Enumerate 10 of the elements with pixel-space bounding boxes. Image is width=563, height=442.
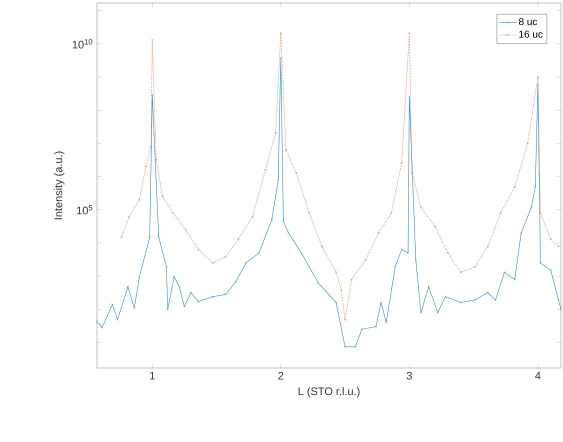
x-tick-label: 4 (535, 372, 541, 380)
x-tick-label: 3 (406, 372, 412, 380)
x-axis-title: L (STO r.l.u.) (298, 387, 360, 398)
y-tick-label: 10$^{10}$ (72, 39, 92, 49)
y-axis-title: Intensity (a.u.) (54, 151, 64, 220)
legend-label: 8 uc (518, 18, 538, 26)
x-tick-label: 2 (278, 372, 284, 380)
y-tick-label: 10$^{5}$ (77, 205, 92, 214)
legend-label: 16 uc (519, 30, 543, 38)
x-tick-label: 1 (150, 372, 155, 380)
